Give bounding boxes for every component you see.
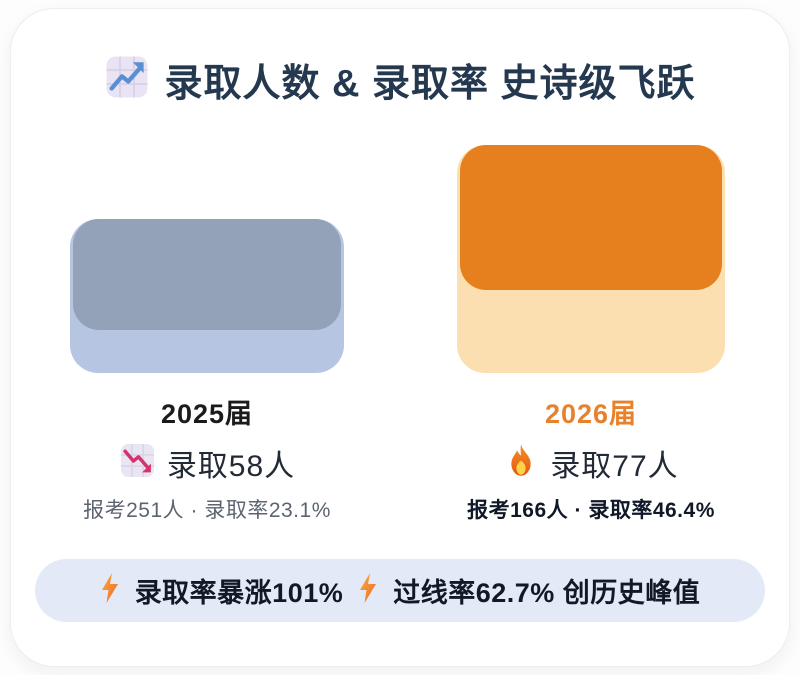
year-label-2026: 2026届 — [544, 399, 638, 429]
chart-decreasing-icon — [119, 442, 156, 484]
banner-stat-2: 过线率62.7% 创历史峰值 — [393, 578, 701, 608]
fire-icon — [503, 442, 539, 485]
admitted-row-2026: 录取77人 — [421, 441, 761, 485]
chart-increasing-icon — [104, 54, 150, 105]
admitted-count-2025: 录取58人 — [166, 450, 296, 484]
admitted-row-2025: 录取58人 — [37, 441, 377, 485]
banner-stat-1: 录取率暴涨101% — [134, 578, 344, 608]
label-column-2026: 2026届 录取77人 报考166人 · 录取率46.4% — [421, 398, 761, 524]
highlight-banner: 录取率暴涨101% 过线率62.7% 创历史峰值 — [35, 559, 765, 622]
year-label-2025: 2025届 — [160, 399, 254, 429]
admitted-count-2026: 录取77人 — [550, 450, 679, 484]
detail-2025: 报考251人 · 录取率23.1% — [83, 499, 331, 523]
bar-2025 — [70, 219, 344, 373]
bar-2025-top — [73, 219, 341, 330]
page-title: 录取人数 & 录取率 史诗级飞跃 — [164, 63, 696, 105]
lightning-icon — [100, 572, 120, 609]
bar-2026-top — [460, 145, 722, 290]
lightning-icon — [358, 572, 378, 609]
label-column-2025: 2025届 录取58人 报考251人 · 录取率23.1% — [37, 398, 377, 524]
page-title-row: 录取人数 & 录取率 史诗级飞跃 — [0, 52, 800, 107]
bar-2026 — [457, 145, 725, 373]
detail-2026: 报考166人 · 录取率46.4% — [467, 499, 715, 523]
